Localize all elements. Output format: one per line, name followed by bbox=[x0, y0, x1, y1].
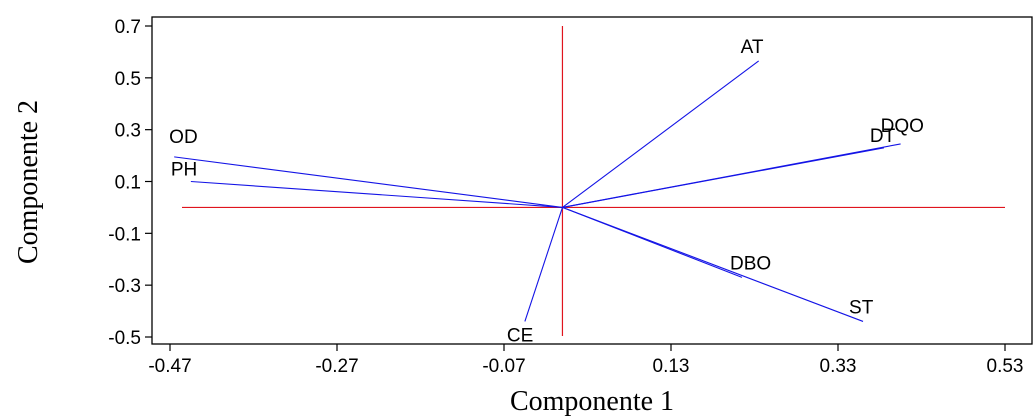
x-tick-label: 0.53 bbox=[987, 356, 1024, 377]
x-tick-label: 0.33 bbox=[820, 356, 857, 377]
y-axis: 0.7 0.5 0.3 0.1 -0.1 -0.3 -0.5 bbox=[108, 17, 152, 349]
x-tick-label: 0.13 bbox=[653, 356, 690, 377]
vector-od bbox=[174, 156, 563, 208]
reference-lines bbox=[182, 26, 1005, 336]
y-tick-label: 0.1 bbox=[115, 173, 141, 194]
vector-label-ph: PH bbox=[171, 160, 197, 181]
vector-at bbox=[562, 60, 760, 208]
vector-label-ce: CE bbox=[507, 325, 533, 346]
y-tick-label: -0.3 bbox=[108, 276, 141, 297]
plot-frame bbox=[151, 16, 1033, 345]
vectors-group bbox=[174, 60, 901, 322]
y-tick-label: 0.5 bbox=[115, 69, 141, 90]
vector-label-st: ST bbox=[849, 297, 874, 318]
y-tick-label: 0.3 bbox=[115, 121, 141, 142]
x-tick-label: -0.07 bbox=[482, 356, 525, 377]
x-axis-title: Componente 1 bbox=[510, 386, 674, 416]
y-axis-title: Componente 2 bbox=[13, 100, 44, 264]
vector-label-dqo: DQO bbox=[881, 116, 924, 137]
vector-st bbox=[562, 206, 864, 322]
vector-label-at: AT bbox=[741, 37, 764, 58]
vector-ce bbox=[524, 207, 563, 322]
y-tick-label: -0.5 bbox=[108, 328, 141, 349]
vector-ph bbox=[190, 180, 563, 208]
y-tick-label: -0.1 bbox=[108, 224, 141, 245]
vector-label-dbo: DBO bbox=[730, 253, 771, 274]
x-axis: -0.47 -0.27 -0.07 0.13 0.33 0.53 bbox=[148, 344, 1023, 377]
vector-dqo bbox=[562, 143, 901, 208]
vector-label-od: OD bbox=[169, 127, 198, 148]
x-tick-label: -0.27 bbox=[315, 356, 358, 377]
x-tick-label: -0.47 bbox=[148, 356, 191, 377]
y-tick-label: 0.7 bbox=[115, 17, 141, 38]
vector-label-dt: DT bbox=[870, 126, 896, 147]
